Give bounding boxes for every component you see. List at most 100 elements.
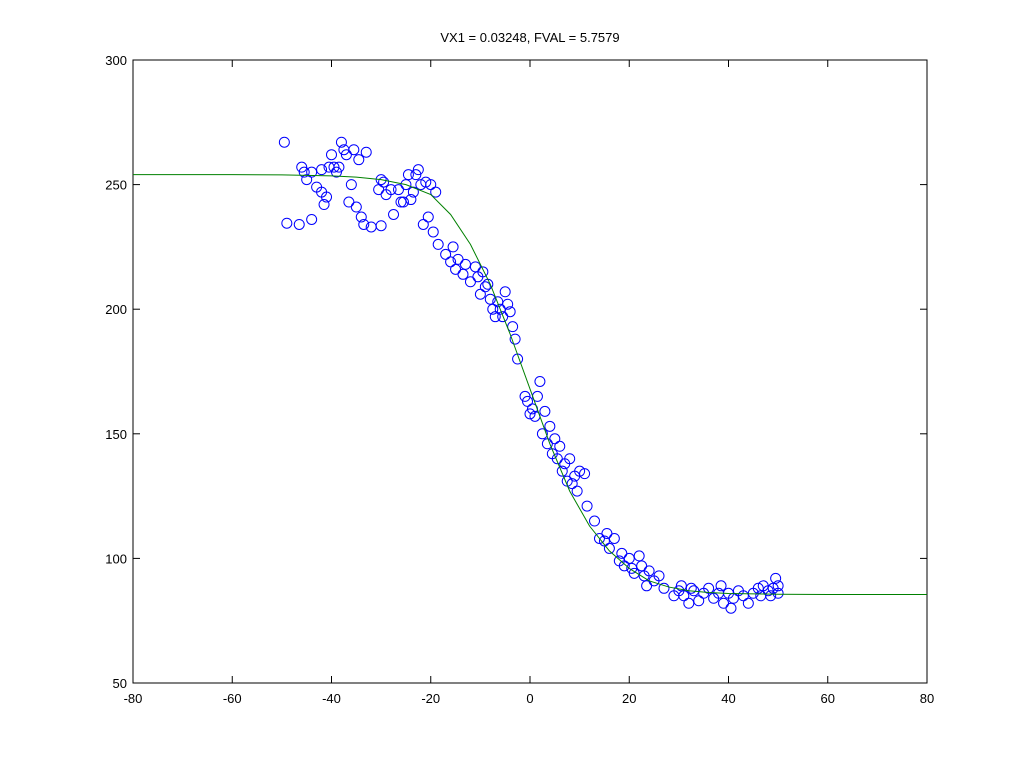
point (489, 311, 501, 323)
point (316, 164, 328, 176)
point (541, 438, 553, 450)
point (536, 428, 548, 440)
x-tick-label: 20 (622, 691, 636, 706)
point (593, 532, 605, 544)
point (447, 241, 459, 253)
point (296, 161, 308, 173)
point (601, 527, 613, 539)
point (653, 570, 665, 582)
point (350, 201, 362, 213)
point (685, 582, 697, 594)
point (417, 218, 429, 230)
point (388, 209, 400, 221)
point (420, 176, 432, 188)
point (281, 217, 293, 229)
fit-line (133, 174, 927, 596)
point (737, 590, 749, 602)
point (725, 602, 737, 614)
point (564, 453, 576, 465)
point (683, 597, 695, 609)
y-tick-label: 200 (105, 302, 127, 317)
point (360, 146, 372, 158)
point (278, 136, 290, 148)
point (566, 478, 578, 490)
point (549, 433, 561, 445)
point (499, 286, 511, 298)
point (474, 288, 486, 300)
point (643, 565, 655, 577)
point (457, 268, 469, 280)
point (326, 149, 337, 161)
point (343, 196, 355, 208)
x-tick-label: -40 (322, 691, 341, 706)
point (298, 166, 310, 178)
point (385, 184, 397, 196)
point (544, 420, 556, 432)
y-tick-label: 100 (105, 551, 127, 566)
point (375, 220, 387, 232)
point (618, 560, 630, 572)
point (293, 218, 305, 230)
point (440, 248, 452, 260)
point (603, 542, 615, 554)
point (574, 465, 586, 477)
x-tick-label: -20 (421, 691, 440, 706)
point (765, 590, 777, 602)
point (425, 179, 437, 191)
point (301, 174, 313, 186)
point (479, 281, 491, 293)
x-tick-label: 40 (721, 691, 735, 706)
point (427, 226, 439, 238)
point (641, 580, 653, 592)
point (628, 567, 640, 579)
x-tick-label: 60 (821, 691, 835, 706)
point (509, 333, 521, 345)
point (772, 587, 784, 599)
point (616, 547, 628, 559)
point (519, 390, 531, 402)
point (762, 585, 774, 597)
point (410, 169, 422, 181)
point (589, 515, 601, 527)
point (633, 550, 645, 562)
point (469, 261, 481, 273)
point (340, 149, 352, 161)
point (412, 164, 424, 176)
point (328, 161, 340, 173)
point (494, 303, 506, 315)
point (556, 465, 568, 477)
point (477, 266, 489, 278)
point (554, 440, 566, 452)
point (484, 293, 496, 305)
point (522, 395, 534, 407)
point (715, 580, 727, 592)
point (539, 405, 551, 417)
point (459, 258, 471, 270)
point (335, 136, 347, 148)
chart-title: VX1 = 0.03248, FVAL = 5.7579 (440, 30, 619, 45)
point (772, 580, 784, 592)
point (524, 408, 536, 420)
point (348, 144, 360, 156)
point (321, 191, 333, 203)
y-tick-label: 150 (105, 427, 127, 442)
point (551, 453, 563, 465)
point (718, 597, 730, 609)
point (492, 296, 504, 308)
point (306, 166, 318, 178)
point (318, 199, 330, 211)
point (445, 256, 457, 268)
point (422, 211, 434, 223)
point (432, 238, 444, 250)
point (487, 303, 499, 315)
point (658, 582, 670, 594)
point (581, 500, 593, 512)
point (534, 375, 546, 387)
x-tick-label: -60 (223, 691, 242, 706)
point (355, 211, 367, 223)
point (373, 184, 385, 196)
point (353, 154, 365, 166)
point (378, 176, 390, 188)
